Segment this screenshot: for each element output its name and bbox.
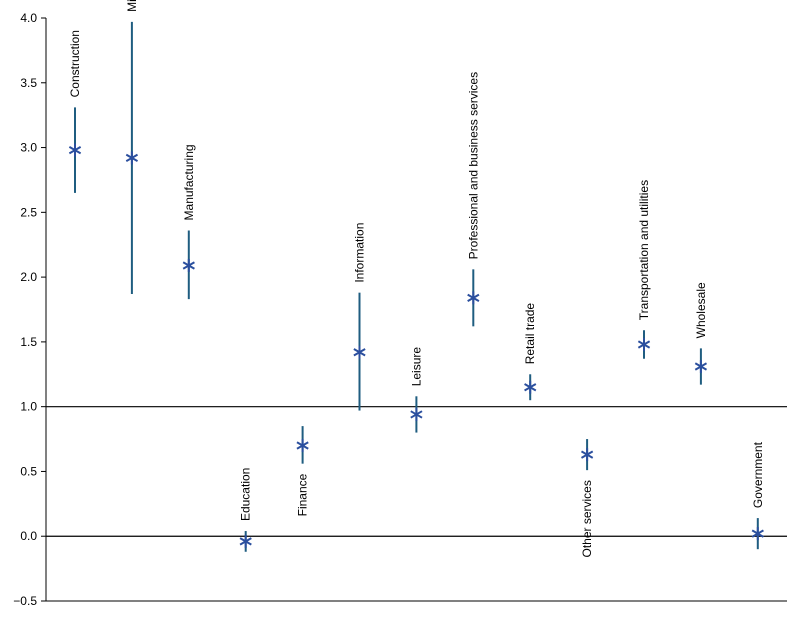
category-label: Transportation and utilities: [637, 180, 651, 320]
category-label: Information: [353, 223, 367, 283]
category-label: Retail trade: [523, 303, 537, 365]
y-axis: −0.5 0.0 0.5 1.0 1.5 2.0 2.5 3.0 3.5 4.0: [13, 11, 787, 608]
data-point: [751, 527, 764, 541]
data-point: [410, 407, 423, 421]
data-point: [580, 448, 594, 462]
data-point: [467, 291, 480, 305]
data-point: [353, 345, 366, 359]
category-label: Construction: [68, 30, 82, 97]
y-tick-label: 0.0: [20, 529, 37, 543]
y-tick-label: 1.5: [20, 335, 37, 349]
y-tick-label: 2.0: [20, 270, 37, 284]
error-bars: [74, 21, 759, 552]
y-tick-label: 3.0: [20, 141, 37, 155]
data-point: [637, 337, 651, 351]
category-labels: Construction Mining Manufacturing Education…: [68, 0, 765, 558]
category-label: Government: [751, 441, 765, 508]
y-tick-label: −0.5: [13, 594, 37, 608]
data-point: [182, 258, 195, 272]
category-label: Education: [239, 468, 253, 521]
data-point: [296, 439, 309, 453]
y-tick-label: 0.5: [20, 464, 37, 478]
data-point: [524, 380, 537, 394]
y-tick-label: 2.5: [20, 205, 37, 219]
category-label: Professional and business services: [466, 72, 480, 259]
y-tick-label: 3.5: [20, 76, 37, 90]
y-tick-label: 1.0: [20, 400, 37, 414]
data-points: [68, 143, 764, 548]
data-point: [68, 143, 82, 157]
data-point: [239, 534, 252, 548]
category-label: Mining: [125, 0, 139, 12]
y-tick-label: 4.0: [20, 11, 37, 25]
category-label: Finance: [296, 473, 310, 516]
category-label: Wholesale: [694, 282, 708, 338]
category-label: Other services: [580, 480, 594, 557]
category-label: Leisure: [409, 347, 423, 387]
category-label: Manufacturing: [182, 144, 196, 220]
data-point: [694, 360, 708, 374]
data-point: [125, 151, 139, 165]
